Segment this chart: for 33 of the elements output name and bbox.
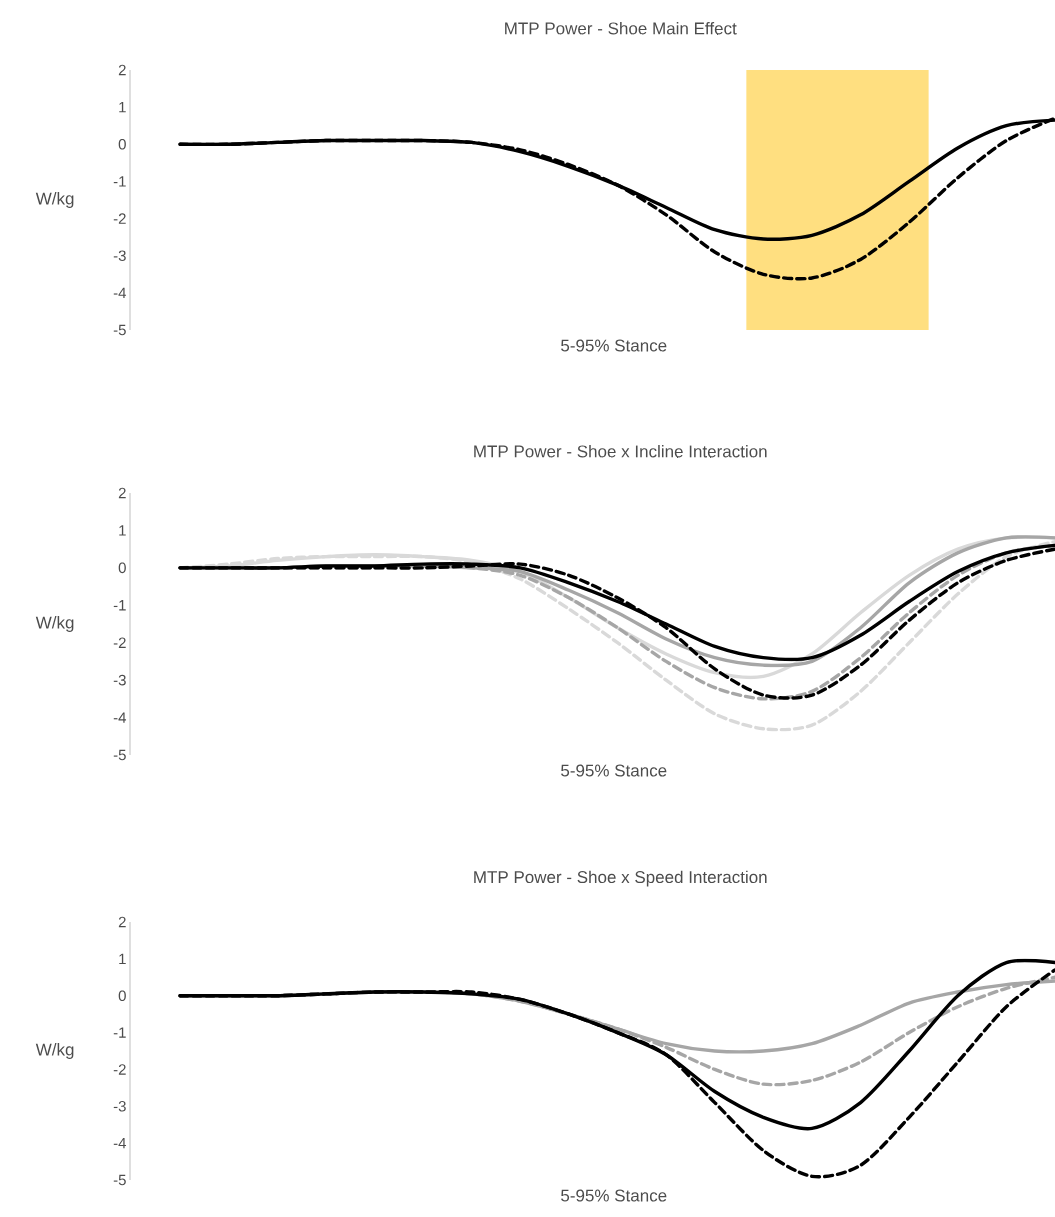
y-tick-label: -4: [113, 287, 127, 299]
y-tick-label: 1: [119, 953, 126, 965]
y-tick-label: -4: [113, 712, 127, 723]
y-tick-label: 2: [118, 64, 126, 76]
y-tick-label: -5: [113, 749, 126, 761]
y-tick-label: 0: [118, 990, 126, 1002]
y-tick-label: -2: [113, 1064, 126, 1075]
y-tick-label: 1: [119, 525, 126, 536]
y-tick-label: -2: [113, 637, 126, 648]
y-tick-label: 2: [118, 916, 126, 928]
y-tick-label: -3: [113, 1100, 126, 1112]
y-tick-label: -2: [113, 213, 126, 224]
x-axis-title: 5-95% Stance: [561, 764, 667, 777]
y-tick-label: -1: [113, 1027, 126, 1038]
y-tick-label: 1: [119, 101, 126, 113]
y-tick-label: -3: [113, 674, 126, 686]
y-axis-title: W/kg: [35, 616, 74, 632]
y-tick-label: -1: [113, 176, 126, 187]
y-tick-label: -3: [113, 250, 126, 262]
chart-title: MTP Power - Shoe x Speed Interaction: [474, 870, 767, 887]
y-tick-label: -4: [113, 1137, 127, 1149]
y-axis-title: W/kg: [35, 1043, 74, 1059]
y-tick-label: -5: [113, 324, 126, 336]
y-tick-label: 2: [118, 487, 126, 499]
y-tick-label: 0: [118, 138, 126, 150]
y-tick-label: 0: [118, 562, 126, 574]
y-axis-title: W/kg: [35, 192, 74, 208]
y-tick-label: -5: [113, 1174, 126, 1186]
y-tick-label: -1: [113, 600, 126, 611]
x-axis-title: 5-95% Stance: [561, 1189, 667, 1202]
chart-title: MTP Power - Shoe Main Effect: [505, 21, 737, 35]
x-axis-title: 5-95% Stance: [561, 339, 667, 352]
chart-title: MTP Power - Shoe x Incline Interaction: [474, 444, 767, 458]
